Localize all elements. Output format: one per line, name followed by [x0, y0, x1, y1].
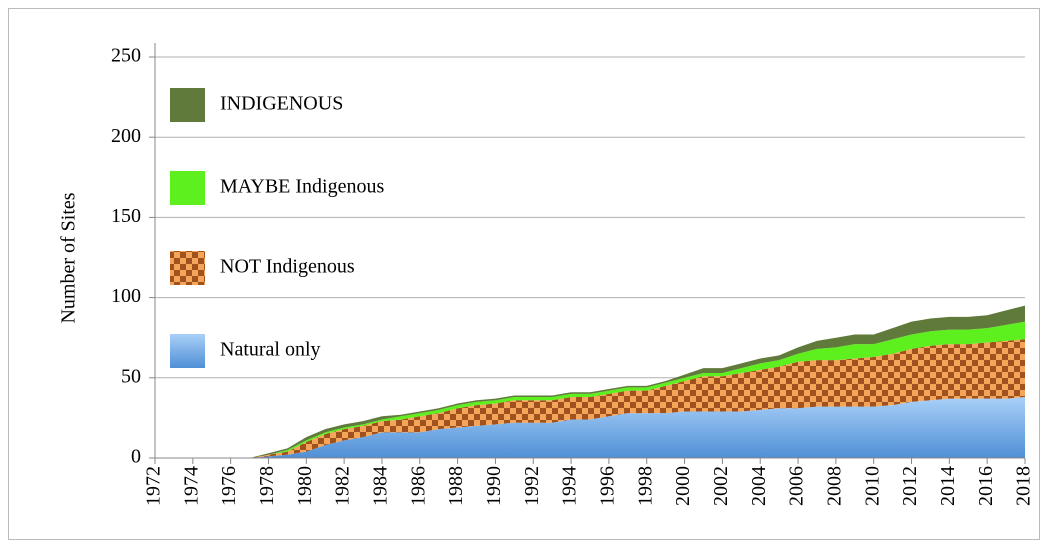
x-tick-label: 2010	[861, 466, 883, 506]
x-tick-label: 1982	[332, 466, 354, 506]
x-tick-label: 1984	[370, 466, 392, 506]
x-tick-label: 1996	[597, 466, 619, 506]
legend-label: MAYBE Indigenous	[220, 176, 384, 198]
y-axis-label: Number of Sites	[58, 192, 80, 323]
x-tick-label: 1992	[521, 466, 543, 506]
y-tick-label: 200	[111, 125, 141, 147]
legend-swatch	[170, 251, 205, 285]
area	[155, 397, 1025, 458]
x-tick-label: 1978	[256, 466, 278, 506]
x-tick-label: 2006	[786, 466, 808, 506]
x-tick-label: 1972	[143, 466, 165, 506]
x-tick-label: 1994	[559, 466, 581, 506]
legend-label: Natural only	[220, 339, 321, 361]
y-tick-label: 150	[111, 205, 141, 227]
y-tick-label: 0	[131, 446, 141, 468]
x-tick-label: 2012	[899, 466, 921, 506]
x-tick-label: 1980	[294, 466, 316, 506]
x-tick-label: 1976	[218, 466, 240, 506]
x-tick-label: 2014	[937, 466, 959, 506]
legend-swatch	[170, 171, 205, 205]
x-tick-label: 1998	[634, 466, 656, 506]
area	[155, 339, 1025, 458]
x-tick-label: 1988	[445, 466, 467, 506]
x-tick-label: 1974	[180, 466, 202, 506]
legend-swatch	[170, 88, 205, 122]
x-tick-label: 2008	[823, 466, 845, 506]
legend-label: NOT Indigenous	[220, 256, 355, 278]
area	[155, 321, 1025, 458]
area	[155, 305, 1025, 458]
x-tick-label: 1986	[407, 466, 429, 506]
y-tick-label: 250	[111, 45, 141, 67]
legend-label: INDIGENOUS	[220, 93, 343, 115]
x-tick-label: 2000	[672, 466, 694, 506]
x-tick-label: 2018	[1013, 466, 1035, 506]
y-tick-label: 50	[121, 365, 141, 387]
frame	[8, 8, 1040, 540]
x-tick-label: 2016	[975, 466, 997, 506]
x-tick-label: 2002	[710, 466, 732, 506]
legend-swatch	[170, 334, 205, 368]
x-tick-label: 2004	[748, 466, 770, 506]
x-tick-label: 1990	[483, 466, 505, 506]
y-tick-label: 100	[111, 285, 141, 307]
